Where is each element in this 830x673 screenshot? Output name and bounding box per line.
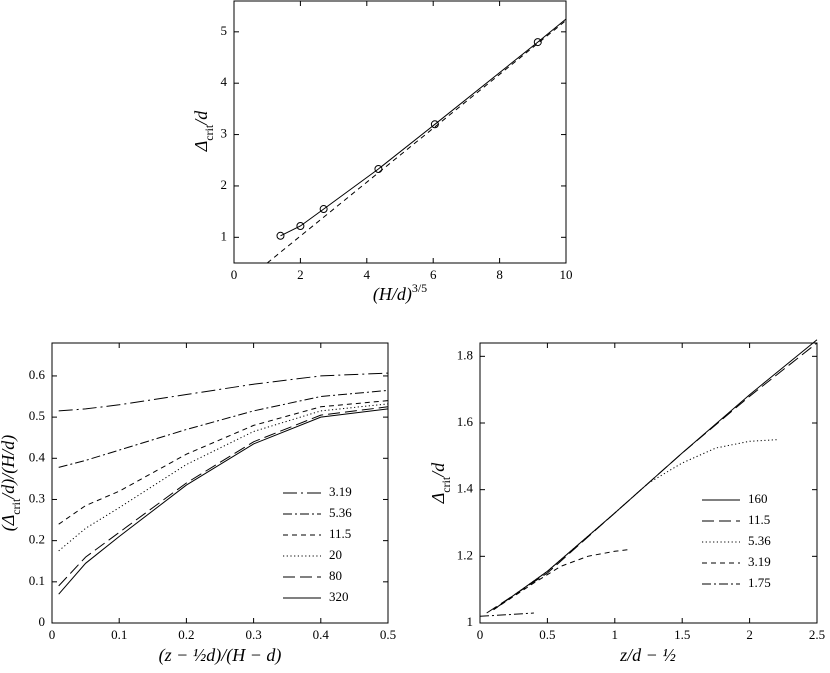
y-tick-label: 0.6 xyxy=(29,367,46,382)
x-tick-label: 6 xyxy=(430,267,437,282)
data-point xyxy=(533,38,542,47)
y-tick-label: 3 xyxy=(221,126,228,141)
x-tick-label: 0 xyxy=(477,627,484,642)
data-point xyxy=(276,231,285,240)
data-line xyxy=(58,406,389,587)
x-tick-label: 2 xyxy=(746,627,753,642)
data-line xyxy=(58,372,389,412)
y-tick-label: 1.6 xyxy=(457,414,474,429)
label-part: (H/d) xyxy=(373,284,412,305)
x-axis-label: z/d − ½ xyxy=(619,645,676,665)
x-tick-label: 0.2 xyxy=(178,627,194,642)
data-line xyxy=(58,408,389,595)
x-tick-label: 2.5 xyxy=(809,627,825,642)
legend-label: 80 xyxy=(329,568,342,583)
y-tick-label: 0.2 xyxy=(29,532,45,547)
y-tick-label: 1 xyxy=(467,614,474,629)
y-tick-label: 0.1 xyxy=(29,573,45,588)
legend-label: 1.75 xyxy=(748,575,771,590)
label-part: /d xyxy=(191,110,211,126)
legend-label: 11.5 xyxy=(748,512,770,527)
y-axis-label: (Δcrit​/d)/(H/d) xyxy=(0,435,23,532)
data-line xyxy=(58,400,389,525)
label-part: (z − ½d)/(H − d) xyxy=(159,645,282,666)
x-tick-label: 0.5 xyxy=(380,627,396,642)
y-axis-label: Δcrit​/d xyxy=(191,110,216,153)
data-line xyxy=(280,18,567,237)
x-tick-label: 0.1 xyxy=(111,627,127,642)
label-part: Δ xyxy=(191,141,211,153)
label-part: crit xyxy=(9,498,23,515)
plot-frame xyxy=(479,342,818,624)
plot-frame xyxy=(51,342,389,624)
x-tick-label: 2 xyxy=(297,267,304,282)
data-line xyxy=(479,612,534,617)
legend-label: 160 xyxy=(748,491,768,506)
label-part: Δ xyxy=(428,493,448,505)
data-point xyxy=(319,205,328,214)
y-tick-label: 1.2 xyxy=(457,547,473,562)
x-tick-label: 0.3 xyxy=(245,627,261,642)
legend-label: 3.19 xyxy=(329,484,352,499)
data-line xyxy=(486,342,818,614)
data-line xyxy=(493,549,629,611)
y-tick-label: 1 xyxy=(221,228,228,243)
x-tick-label: 4 xyxy=(364,267,371,282)
y-tick-label: 0.3 xyxy=(29,490,45,505)
data-point xyxy=(374,164,383,173)
legend-label: 3.19 xyxy=(748,554,771,569)
x-tick-label: 0.5 xyxy=(539,627,555,642)
legend-label: 320 xyxy=(329,589,349,604)
x-axis-label: (z − ½d)/(H − d) xyxy=(159,645,282,666)
data-line xyxy=(493,339,818,611)
label-part: /d)/(H/d) xyxy=(0,435,19,500)
legend-label: 20 xyxy=(329,547,342,562)
y-tick-label: 0.5 xyxy=(29,408,45,423)
label-part: z/d − ½ xyxy=(619,645,676,665)
x-axis-label: (H/d)3/5​ xyxy=(373,281,427,305)
label-part: crit xyxy=(202,124,216,141)
label-part: 3/5 xyxy=(412,281,427,295)
y-tick-label: 0.4 xyxy=(29,449,46,464)
data-line xyxy=(493,439,777,611)
x-tick-label: 0 xyxy=(231,267,238,282)
label-part: /d xyxy=(428,462,448,478)
y-tick-label: 0 xyxy=(39,614,46,629)
x-tick-label: 1 xyxy=(612,627,619,642)
x-tick-label: 10 xyxy=(560,267,573,282)
y-tick-label: 5 xyxy=(221,23,228,38)
x-tick-label: 1.5 xyxy=(674,627,690,642)
legend-label: 11.5 xyxy=(329,526,351,541)
data-line xyxy=(266,20,567,264)
y-tick-label: 2 xyxy=(221,177,228,192)
y-axis-label: Δcrit​/d xyxy=(428,462,453,505)
data-line xyxy=(58,389,389,468)
label-part: crit xyxy=(439,476,453,493)
x-tick-label: 8 xyxy=(496,267,503,282)
legend-label: 5.36 xyxy=(329,505,352,520)
data-point xyxy=(296,222,305,231)
x-tick-label: 0.4 xyxy=(313,627,330,642)
x-tick-label: 0 xyxy=(49,627,56,642)
legend-label: 5.36 xyxy=(748,533,771,548)
y-tick-label: 1.8 xyxy=(457,347,473,362)
plot-frame xyxy=(233,0,567,264)
y-tick-label: 4 xyxy=(221,74,228,89)
label-part: (Δ xyxy=(0,515,19,532)
y-tick-label: 1.4 xyxy=(457,481,474,496)
